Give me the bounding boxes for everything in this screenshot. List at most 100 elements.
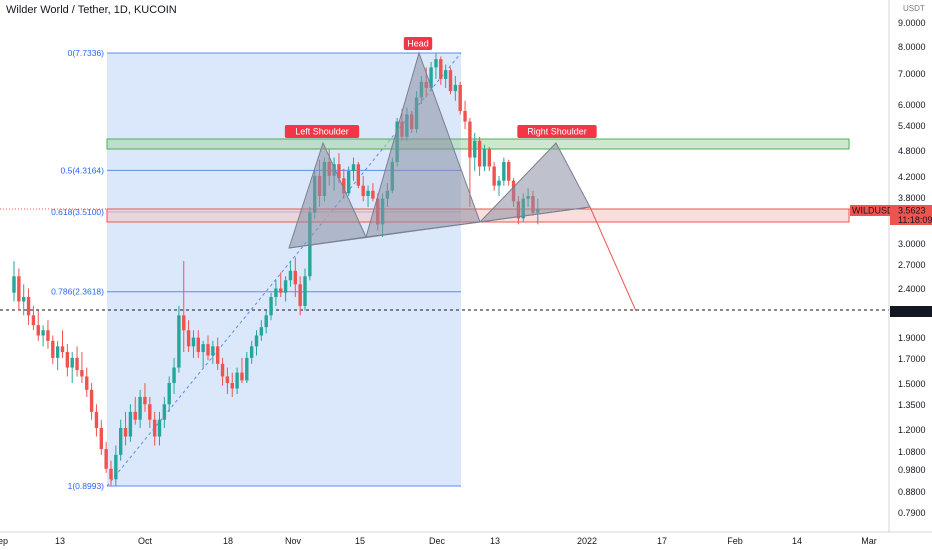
candle-body[interactable] [152,419,157,437]
candle-body[interactable] [492,166,496,186]
candle-body[interactable] [216,346,220,364]
candle-body[interactable] [182,315,186,331]
time-tick-label: 18 [223,536,233,546]
candle-body[interactable] [482,148,487,167]
price-tick-label: 1.7000 [898,354,926,364]
candle-body[interactable] [371,190,375,199]
candle-body[interactable] [288,270,293,281]
candle-body[interactable] [191,337,196,347]
candle-body[interactable] [70,357,74,368]
candle-body[interactable] [346,171,351,194]
candle-body[interactable] [458,84,462,111]
candle-body[interactable] [162,404,167,420]
candle-body[interactable] [75,357,79,371]
candle-body[interactable] [177,315,181,368]
price-tick-label: 0.8800 [898,487,926,497]
candle-body[interactable] [249,346,254,358]
candle-body[interactable] [298,284,302,306]
candle-body[interactable] [259,327,264,336]
candle-body[interactable] [264,315,268,328]
candle-body[interactable] [361,185,365,196]
candle-body[interactable] [123,427,128,437]
candle-body[interactable] [230,383,234,389]
time-tick-label: Mar [861,536,877,546]
candle-body[interactable] [41,330,45,336]
candle-body[interactable] [293,270,297,285]
price-tick-label: 1.9000 [898,333,926,343]
candle-body[interactable] [99,427,103,450]
candle-body[interactable] [12,276,16,293]
price-tick-label: 8.0000 [898,42,926,52]
candle-body[interactable] [453,84,458,92]
candle-body[interactable] [463,110,467,122]
candle-body[interactable] [133,411,137,420]
candle-body[interactable] [279,288,283,293]
candle-body[interactable] [148,404,152,420]
candle-body[interactable] [351,164,356,172]
candle-body[interactable] [94,411,99,428]
candle-body[interactable] [60,346,65,353]
candle-body[interactable] [303,276,307,306]
candle-body[interactable] [235,372,239,389]
candle-body[interactable] [439,59,443,79]
price-tick-label: 3.0000 [898,239,926,249]
candle-body[interactable] [22,297,26,302]
candle-body[interactable] [31,315,36,326]
candle-body[interactable] [366,190,370,196]
candle-body[interactable] [167,383,171,405]
candle-body[interactable] [443,70,448,79]
candle-body[interactable] [220,363,225,377]
price-tick-label: 0.9800 [898,465,926,475]
candle-body[interactable] [65,352,70,368]
candle-body[interactable] [240,372,244,381]
candle-body[interactable] [55,346,60,358]
candle-body[interactable] [487,148,491,167]
candle-body[interactable] [356,164,361,186]
symbol-tag-bg [850,205,890,216]
candle-body[interactable] [429,67,433,88]
candle-body[interactable] [225,376,230,384]
price-tick-label: 5.4000 [898,121,926,131]
candle-body[interactable] [17,276,21,302]
candle-body[interactable] [104,449,108,469]
candle-body[interactable] [283,280,288,293]
candle-body[interactable] [206,344,210,356]
candle-body[interactable] [507,161,511,181]
candle-body[interactable] [119,427,123,455]
fib-level-label: 0(7.7336) [68,48,105,58]
candle-body[interactable] [196,337,200,353]
candle-body[interactable] [477,140,482,167]
time-tick-label: Nov [285,536,302,546]
candle-body[interactable] [51,340,55,358]
candle-body[interactable] [138,396,142,420]
candle-body[interactable] [85,376,89,390]
candle-body[interactable] [80,370,84,377]
candle-body[interactable] [468,121,472,158]
symbol-tag: WILDUSDT [852,206,900,216]
candle-body[interactable] [26,297,31,316]
candle-body[interactable] [274,288,278,298]
candle-body[interactable] [114,454,118,480]
candle-body[interactable] [245,357,249,381]
candle-body[interactable] [157,419,162,437]
candle-body[interactable] [36,325,40,336]
candle-body[interactable] [201,344,205,353]
candle-body[interactable] [254,335,259,347]
candle-body[interactable] [473,140,477,158]
candle-body[interactable] [497,180,501,186]
candle-body[interactable] [434,59,438,68]
candle-body[interactable] [342,178,346,194]
candle-body[interactable] [211,346,215,356]
candle-body[interactable] [337,164,341,179]
candle-body[interactable] [502,161,506,181]
candle-body[interactable] [109,468,113,480]
candle-body[interactable] [89,389,94,412]
candle-body[interactable] [128,411,133,437]
candle-body[interactable] [186,330,191,347]
candle-body[interactable] [269,297,273,316]
candle-body[interactable] [143,396,147,405]
candle-body[interactable] [172,367,176,384]
candle-body[interactable] [46,330,50,341]
candle-body[interactable] [448,70,453,92]
